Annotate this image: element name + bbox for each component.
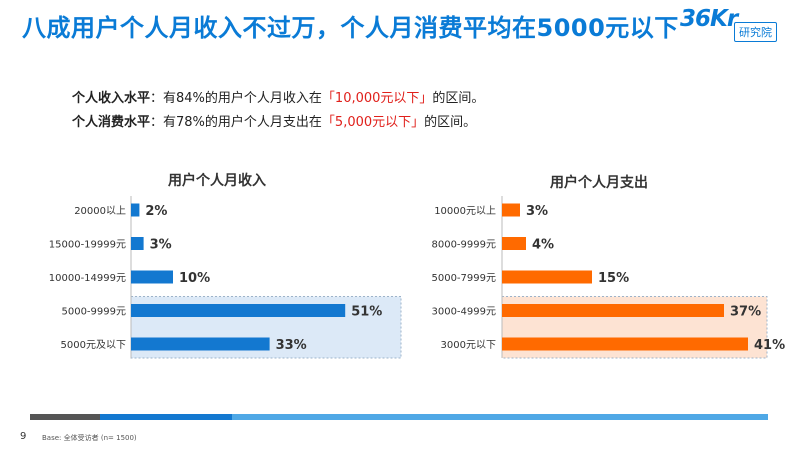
expense-bar: [502, 237, 526, 250]
summary-expense-post: 的区间。: [424, 115, 477, 130]
income-category-label: 15000-19999元: [49, 240, 126, 251]
logo-text: 36Kr: [680, 6, 738, 32]
logo-badge: 研究院: [734, 22, 777, 42]
expense-category-label: 3000元以下: [441, 340, 496, 351]
summary-expense-label: 个人消费水平: [72, 115, 151, 130]
income-category-label: 5000元及以下: [61, 339, 126, 351]
expense-value-label: 15%: [598, 271, 629, 286]
summary-income-post: 的区间。: [432, 91, 485, 106]
income-value-label: 33%: [276, 338, 307, 353]
expense-bar: [502, 304, 724, 317]
summary-expense-pre: ：有78%的用户个人月支出在: [150, 115, 322, 130]
income-value-label: 10%: [179, 271, 210, 286]
income-chart-title: 用户个人月收入: [168, 173, 266, 189]
expense-value-label: 3%: [526, 204, 548, 219]
expense-bar: [502, 270, 592, 284]
expense-value-label: 4%: [532, 238, 554, 253]
income-category-label: 5000-9999元: [61, 307, 126, 318]
footer-bar-light: [232, 414, 768, 420]
summary-expense: 个人消费水平：有78%的用户个人月支出在「5,000元以下」的区间。: [72, 111, 484, 135]
income-bar: [131, 304, 346, 317]
summary-income-highlight: 「10,000元以下」: [321, 91, 433, 106]
expense-value-label: 41%: [754, 338, 785, 353]
footer-bar-blue: [100, 414, 232, 420]
income-bar: [131, 337, 270, 351]
income-value-label: 2%: [145, 204, 167, 219]
summary-block: 个人收入水平：有84%的用户个人月收入在「10,000元以下」的区间。 个人消费…: [72, 87, 484, 135]
base-note: Base: 全体受访者 (n= 1500): [42, 434, 137, 442]
income-bar: [131, 270, 173, 284]
income-bar: [131, 203, 140, 217]
income-category-label: 20000以上: [74, 205, 126, 217]
income-category-label: 10000-14999元: [49, 273, 126, 284]
expense-category-label: 3000-4999元: [431, 307, 496, 318]
expense-category-label: 10000元以上: [434, 205, 496, 217]
summary-income-pre: ：有84%的用户个人月收入在: [150, 91, 322, 106]
expense-bar: [502, 203, 520, 217]
summary-expense-highlight: 「5,000元以下」: [321, 115, 425, 130]
income-bar: [131, 237, 144, 250]
income-value-label: 3%: [150, 238, 172, 253]
expense-value-label: 37%: [730, 305, 761, 320]
summary-income-label: 个人收入水平: [72, 91, 151, 106]
page-title: 八成用户个人月收入不过万，个人月消费平均在5000元以下: [22, 14, 679, 42]
footer-bar-dark: [30, 414, 100, 420]
expense-chart-title: 用户个人月支出: [550, 175, 648, 191]
income-value-label: 51%: [351, 305, 382, 320]
brand-logo: 36Kr 研究院: [680, 6, 790, 42]
expense-category-label: 8000-9999元: [431, 240, 496, 251]
expense-bar: [502, 337, 748, 351]
page-number: 9: [20, 431, 27, 442]
expense-category-label: 5000-7999元: [431, 273, 496, 284]
summary-income: 个人收入水平：有84%的用户个人月收入在「10,000元以下」的区间。: [72, 87, 484, 111]
